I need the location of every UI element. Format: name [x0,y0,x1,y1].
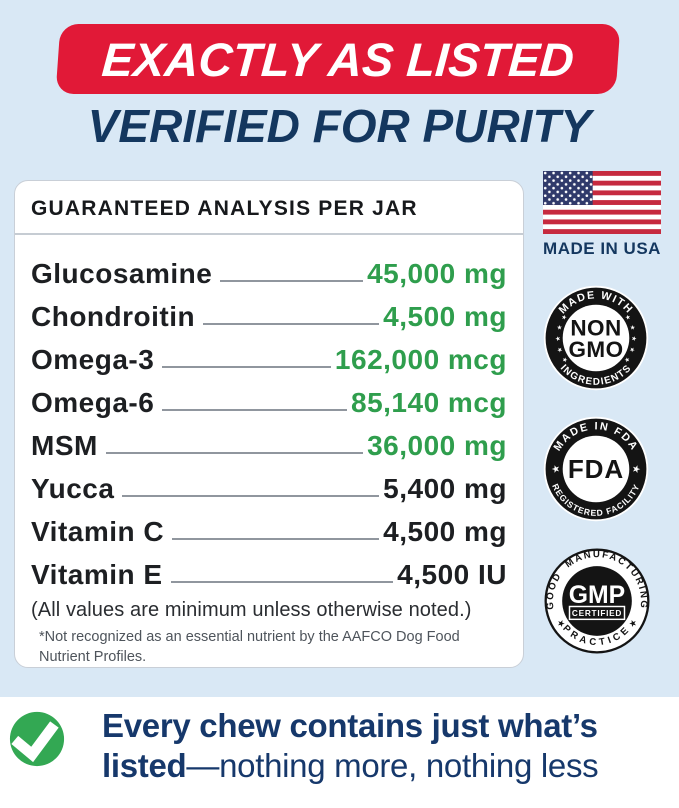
svg-text:★: ★ [623,313,632,322]
headline-banner: EXACTLY AS LISTED [55,24,621,94]
svg-text:★: ★ [556,346,564,354]
aafco-footnote: *Not recognized as an essential nutrient… [39,629,460,665]
footer-line1: Every chew contains just what’s [102,707,598,744]
analysis-row: Omega-6 85,140 mcg [31,374,507,417]
leader-line [170,581,394,583]
subheadline-text: VERIFIED FOR PURITY [87,100,592,152]
card-title: GUARANTEED ANALYSIS PER JAR [31,197,418,220]
fda-stars: ★ ★ [551,464,641,473]
leader-line [105,452,364,454]
leader-line [203,323,380,325]
analysis-row: Chondroitin 4,500 mg [31,288,507,331]
usa-flag-icon [543,171,661,234]
analysis-row: Glucosamine 45,000 mg [31,245,507,288]
card-header: GUARANTEED ANALYSIS PER JAR [15,195,523,235]
made-in-usa-label: MADE IN USA [543,239,661,258]
nutrient-name: Vitamin E [31,558,163,590]
analysis-row: MSM 36,000 mg [31,417,507,460]
non-gmo-badge-icon: MADE WITH INGREDIENTS ★ ★ ★ ★ ★ ★ ★ ★ ★ … [542,284,650,392]
gmp-center-text: GMP [569,582,625,609]
nutrient-name: Glucosamine [31,257,213,289]
svg-text:★: ★ [630,336,637,342]
svg-text:★: ★ [627,346,635,354]
svg-text:★: ★ [555,336,562,342]
fda-center-text: FDA [568,454,624,484]
nutrient-value: 4,500 mg [383,300,507,332]
non-gmo-stars: ★ ★ ★ ★ ★ ★ ★ ★ ★ ★ [555,313,637,364]
checkmark-icon [8,710,66,768]
footer-line2-bold: listed [102,747,187,784]
nutrient-name: Yucca [31,472,115,504]
analysis-table: Glucosamine 45,000 mg Chondroitin 4,500 mg O… [31,245,507,589]
guaranteed-analysis-card: GUARANTEED ANALYSIS PER JAR Glucosamine 4… [14,180,524,668]
leader-line [162,366,331,368]
nutrient-value: 4,500 IU [397,558,507,590]
nutrient-value: 45,000 mg [367,257,507,289]
svg-text:★: ★ [551,464,562,473]
analysis-row: Yucca 5,400 mg [31,460,507,503]
leader-line [162,409,347,411]
footer-line2: listed—nothing more, nothing less [102,746,674,786]
non-gmo-center-line2: GMO [568,337,623,362]
nutrient-value: 85,140 mcg [351,386,507,418]
nutrient-name: Omega-6 [31,386,155,418]
nutrient-value: 4,500 mg [383,515,507,547]
nutrient-value: 162,000 mcg [334,343,507,375]
nutrient-name: Vitamin C [31,515,165,547]
non-gmo-center-line1: NON [570,315,621,340]
svg-text:★: ★ [556,324,564,331]
fda-badge-icon: MADE IN FDA REGISTERED FACILITY ★ ★ FDA [542,415,650,523]
nutrient-name: Chondroitin [31,300,196,332]
gmp-badge-icon: GOOD MANUFACTURING PRACTICE ★ ★ GMP CERT… [542,546,650,654]
gmp-certified-text: CERTIFIED [572,609,622,618]
nutrient-name: MSM [31,429,98,461]
analysis-row: Vitamin C 4,500 mg [31,503,507,546]
analysis-row: Omega-3 162,000 mcg [31,331,507,374]
footer-text-block: Every chew contains just what’s listed—n… [102,706,674,786]
nutrient-value: 36,000 mg [367,429,507,461]
minimum-values-note: (All values are minimum unless otherwise… [31,599,472,621]
footer-line2-regular: —nothing more, nothing less [186,747,599,784]
svg-text:★: ★ [561,355,570,364]
leader-line [172,538,380,540]
nutrient-value: 5,400 mg [383,472,507,504]
svg-text:★: ★ [628,324,636,331]
footer-band: Every chew contains just what’s listed—n… [0,697,679,808]
headline-text: EXACTLY AS LISTED [100,32,576,86]
leader-line [122,495,380,497]
svg-text:★: ★ [630,465,641,474]
svg-text:★: ★ [560,313,569,322]
svg-text:★: ★ [622,355,631,364]
leader-line [220,280,364,282]
nutrient-name: Omega-3 [31,343,155,375]
analysis-row: Vitamin E 4,500 IU [31,546,507,589]
